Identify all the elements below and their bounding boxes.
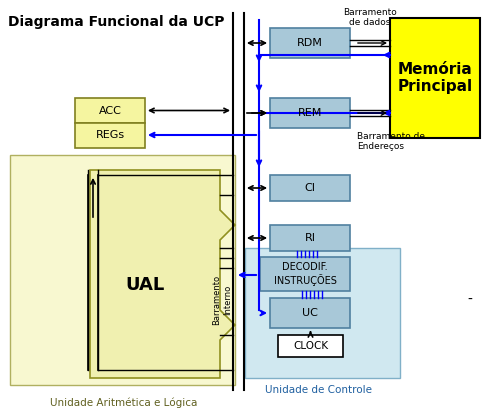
- Text: Unidade de Controle: Unidade de Controle: [265, 385, 372, 395]
- Text: ACC: ACC: [99, 105, 121, 116]
- Text: RI: RI: [304, 233, 315, 243]
- Text: Memória
Principal: Memória Principal: [397, 62, 473, 94]
- Text: -: -: [468, 293, 472, 307]
- Bar: [75, 123, 145, 148]
- Text: REM: REM: [298, 108, 322, 118]
- Bar: [270, 28, 350, 58]
- Text: UAL: UAL: [125, 276, 165, 294]
- Bar: [245, 248, 400, 378]
- Bar: [260, 257, 350, 291]
- Bar: [278, 335, 343, 357]
- Polygon shape: [90, 170, 235, 378]
- Text: UC: UC: [302, 308, 318, 318]
- Bar: [10, 155, 235, 385]
- Text: Barramento de
Endereços: Barramento de Endereços: [357, 132, 425, 152]
- Text: Diagrama Funcional da UCP: Diagrama Funcional da UCP: [8, 15, 225, 29]
- Text: Barramento
Interno: Barramento Interno: [212, 275, 232, 325]
- Text: Unidade Aritmética e Lógica: Unidade Aritmética e Lógica: [50, 398, 198, 408]
- Bar: [75, 98, 145, 123]
- Text: REGs: REGs: [96, 131, 125, 140]
- Text: Barramento
de dados: Barramento de dados: [343, 8, 397, 27]
- Bar: [270, 225, 350, 251]
- Text: DECODIF.
INSTRUÇÕES: DECODIF. INSTRUÇÕES: [274, 262, 337, 286]
- Bar: [270, 298, 350, 328]
- Bar: [270, 98, 350, 128]
- Bar: [390, 18, 480, 138]
- Bar: [270, 175, 350, 201]
- Text: CLOCK: CLOCK: [293, 341, 328, 351]
- Text: RDM: RDM: [297, 38, 323, 48]
- Text: CI: CI: [304, 183, 315, 193]
